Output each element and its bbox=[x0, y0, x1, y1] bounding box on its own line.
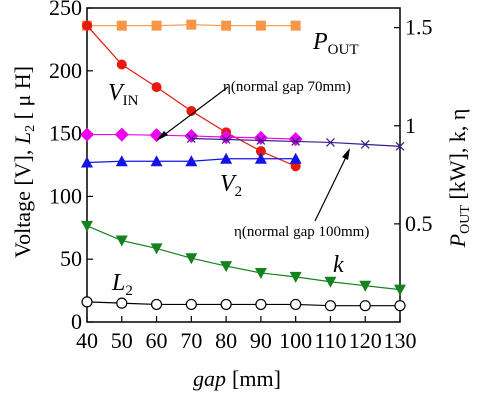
x-tick-label: 110 bbox=[314, 328, 346, 353]
x-tick-label: 50 bbox=[111, 328, 133, 353]
data-point-k bbox=[394, 285, 406, 296]
data-point-l-2 bbox=[186, 299, 196, 309]
data-point-l-2 bbox=[325, 301, 335, 311]
x-tick-label: 80 bbox=[215, 328, 237, 353]
arrow-eta100-line bbox=[315, 153, 348, 221]
label-vin: VIN bbox=[108, 80, 139, 109]
data-point-l-2 bbox=[152, 299, 162, 309]
data-point-l-2 bbox=[291, 299, 301, 309]
data-point-l-2 bbox=[221, 299, 231, 309]
data-point-p-out bbox=[186, 20, 196, 30]
y-right-tick-label: 1 bbox=[405, 113, 416, 138]
data-point-p-out bbox=[152, 21, 162, 31]
data-point-p-out bbox=[256, 21, 266, 31]
y-axis-left-title: Voltage [V], L2 [ μ H] bbox=[10, 66, 38, 258]
label-l2: L2 bbox=[111, 270, 133, 299]
y-right-tick-label: 0.5 bbox=[405, 211, 433, 236]
data-point-normal-gap-70mm bbox=[115, 128, 129, 142]
data-point-k bbox=[81, 221, 93, 232]
data-point-normal-gap-70mm bbox=[80, 128, 94, 142]
label-v2: V2 bbox=[220, 171, 242, 200]
x-tick-label: 60 bbox=[146, 328, 168, 353]
x-tick-label: 90 bbox=[250, 328, 272, 353]
x-axis-title: gap [mm] bbox=[193, 366, 281, 391]
label-pout: POUT bbox=[312, 29, 359, 58]
data-point-v-in bbox=[82, 21, 92, 31]
data-point-normal-gap-70mm bbox=[184, 129, 198, 143]
x-tick-label: 70 bbox=[180, 328, 202, 353]
y-right-tick-label: 1.5 bbox=[405, 15, 433, 40]
y-left-tick-label: 150 bbox=[49, 121, 82, 146]
data-point-normal-gap-70mm bbox=[289, 132, 303, 146]
y-left-tick-label: 200 bbox=[49, 58, 82, 83]
data-point-p-out bbox=[117, 21, 127, 31]
y-axis-right-title: POUT [kW], k, η bbox=[445, 109, 473, 249]
arrow-eta70-line bbox=[160, 87, 228, 138]
arrow-eta100-head bbox=[342, 148, 350, 160]
data-point-v-in bbox=[152, 82, 162, 92]
label-eta-70: η(normal gap 70mm) bbox=[223, 79, 351, 95]
series-line-l-2 bbox=[87, 302, 400, 306]
data-point-l-2 bbox=[82, 297, 92, 307]
data-point-l-2 bbox=[395, 301, 405, 311]
data-point-l-2 bbox=[360, 301, 370, 311]
y-left-tick-label: 0 bbox=[71, 309, 82, 334]
x-tick-label: 100 bbox=[279, 328, 312, 353]
x-tick-label: 120 bbox=[349, 328, 382, 353]
y-left-tick-label: 250 bbox=[49, 0, 82, 20]
label-eta-100: η(normal gap 100mm) bbox=[234, 224, 369, 240]
x-tick-label: 130 bbox=[384, 328, 417, 353]
y-left-tick-label: 50 bbox=[60, 246, 82, 271]
data-point-v-in bbox=[117, 60, 127, 70]
data-point-l-2 bbox=[117, 298, 127, 308]
series-layer bbox=[80, 20, 406, 311]
data-point-k bbox=[151, 243, 163, 254]
series-normal-gap-70mm bbox=[80, 128, 303, 147]
label-k: k bbox=[333, 252, 344, 278]
series-p-out bbox=[82, 20, 301, 31]
y-left-tick-label: 100 bbox=[49, 183, 82, 208]
ticks-layer: 40 50 60 70 80 90 100 110 120 1300501001502002500… bbox=[49, 0, 433, 353]
data-point-normal-gap-70mm bbox=[254, 131, 268, 145]
data-point-l-2 bbox=[256, 299, 266, 309]
data-point-p-out bbox=[291, 21, 301, 31]
data-point-p-out bbox=[221, 21, 231, 31]
